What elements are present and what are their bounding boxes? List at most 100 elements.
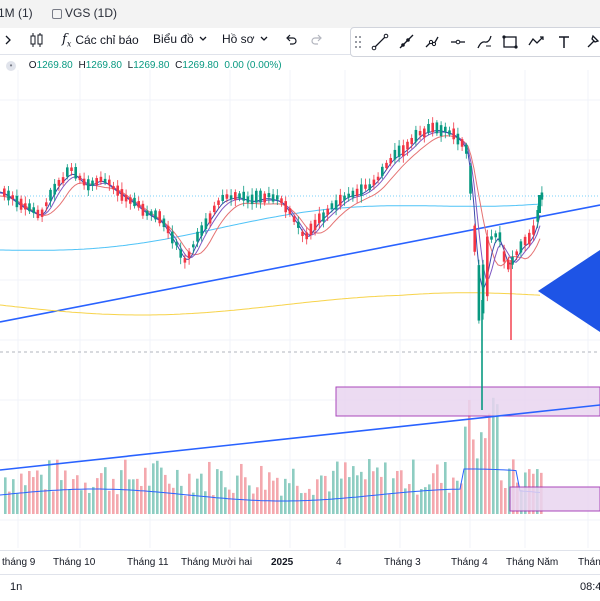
volume-bar — [156, 460, 159, 514]
tab-icon — [52, 8, 62, 19]
pattern-icon[interactable] — [527, 33, 545, 51]
indicators-button[interactable]: fx Các chỉ báo — [62, 32, 139, 49]
undo-button[interactable] — [284, 32, 298, 46]
volume-bar — [460, 483, 463, 514]
candle-body — [259, 190, 262, 203]
volume-bar — [232, 492, 235, 514]
candle-body — [53, 183, 56, 195]
rectangle-icon[interactable] — [501, 33, 519, 51]
volume-bar — [60, 480, 63, 514]
candle-body — [158, 211, 161, 224]
candle-body — [305, 232, 308, 240]
candle-body — [99, 176, 103, 182]
volume-bar — [204, 491, 207, 514]
brush-icon[interactable] — [475, 33, 493, 51]
candle-body — [112, 186, 115, 190]
volume-bar — [352, 466, 355, 514]
volume-bar — [216, 469, 219, 514]
trend-line-icon[interactable] — [371, 33, 389, 51]
volume-bar — [224, 487, 227, 514]
tab-vgs[interactable]: VGS (1D) — [52, 6, 117, 20]
volume-bar — [4, 477, 7, 514]
candle-body — [355, 188, 359, 197]
volume-bar — [208, 461, 211, 514]
candle-body — [360, 184, 363, 196]
annotations — [538, 250, 600, 332]
candle-body — [448, 130, 451, 135]
redo-button[interactable] — [310, 32, 324, 46]
candlesticks — [3, 117, 544, 410]
candle-body — [116, 185, 119, 196]
candle-body — [515, 251, 518, 256]
volume-bar — [280, 495, 283, 514]
ma-purple-line — [0, 131, 541, 279]
drag-handle-icon[interactable] — [354, 33, 362, 51]
chevron-icon[interactable] — [4, 32, 14, 46]
candle-body — [406, 141, 409, 150]
volume-bar — [124, 459, 127, 514]
volume-bar — [100, 473, 103, 514]
candle-body — [276, 195, 279, 200]
volume-bar — [164, 474, 167, 514]
volume-bar — [36, 470, 39, 514]
path-icon[interactable] — [423, 33, 441, 51]
candle-body — [381, 166, 384, 176]
volume-ma-line — [0, 468, 541, 502]
price-chart[interactable] — [0, 56, 600, 550]
candle-body — [473, 225, 476, 252]
volume-bar — [344, 462, 347, 514]
chevron-down-icon — [199, 36, 207, 41]
volume-bar — [448, 492, 451, 514]
candle-body — [70, 167, 73, 171]
ray-icon[interactable] — [397, 33, 415, 51]
candle-type-button[interactable] — [28, 32, 46, 48]
volume-bar — [56, 459, 59, 514]
candle-body — [502, 251, 506, 262]
candle-body — [368, 184, 371, 190]
candle-body — [486, 236, 489, 297]
candle-body — [364, 184, 367, 189]
candle-body — [423, 128, 426, 138]
horizontal-line-icon[interactable] — [449, 33, 467, 51]
chart-type-label: Biểu đồ — [153, 32, 194, 46]
legend-toggle-icon[interactable]: • — [6, 61, 16, 71]
volume-bar — [52, 491, 55, 514]
xaxis-label: Tháng Mười hai — [181, 557, 253, 568]
chart-type-button[interactable]: Biểu đồ — [153, 32, 208, 46]
candle-body — [418, 131, 422, 136]
volume-bar — [180, 485, 183, 514]
volume-bar — [20, 473, 23, 514]
blue-arrow-marker — [538, 250, 600, 332]
volume-bar — [308, 488, 311, 514]
candle-body — [318, 213, 321, 224]
text-icon[interactable] — [555, 33, 573, 51]
volume-bar — [412, 459, 415, 514]
candle-body — [141, 203, 145, 216]
profile-button[interactable]: Hồ sơ — [222, 32, 269, 46]
volume-bar — [456, 480, 459, 514]
volume-bar — [388, 494, 391, 514]
interval-button[interactable]: 1n — [10, 581, 23, 593]
tab-1m[interactable]: 1M (1) — [0, 6, 33, 20]
xaxis-label: Tháng — [578, 557, 600, 568]
pin-icon[interactable] — [583, 33, 600, 51]
candle-body — [330, 203, 334, 209]
xaxis-label: Tháng 3 — [384, 557, 421, 568]
candle-body — [376, 176, 380, 181]
candle-body — [15, 195, 19, 208]
candle-body — [540, 192, 544, 200]
candle-body — [129, 197, 132, 204]
volume-bar — [132, 479, 135, 514]
candle-body — [494, 233, 497, 238]
candle-body — [519, 241, 523, 253]
candle-body — [32, 207, 35, 214]
xaxis-label: Tháng Năm — [506, 557, 559, 568]
candle-body — [95, 178, 98, 186]
volume-bar — [272, 480, 275, 514]
volume-bar — [440, 482, 443, 514]
volume-bar — [128, 479, 131, 514]
volume-bar — [320, 475, 323, 514]
volume-bar — [80, 490, 83, 514]
volume-bar — [244, 477, 247, 514]
candle-body — [271, 194, 275, 202]
